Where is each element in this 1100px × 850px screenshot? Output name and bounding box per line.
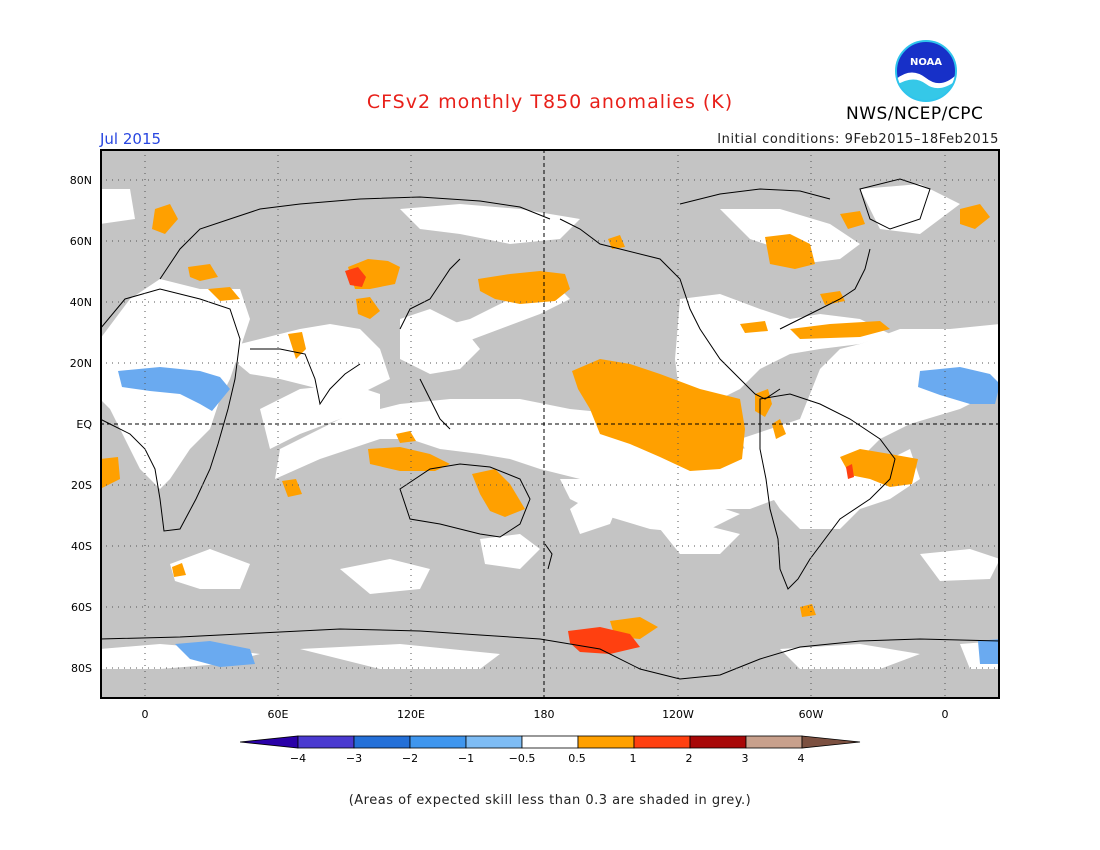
lon-label-120w: 120W bbox=[662, 708, 694, 721]
colorbar-label-0-5: 0.5 bbox=[568, 752, 586, 765]
noaa-logo-icon: NOAA bbox=[895, 40, 957, 102]
colorbar-label-minus-2: −2 bbox=[401, 752, 419, 765]
colorbar-label-4: 4 bbox=[797, 752, 805, 765]
colorbar-segment bbox=[745, 735, 803, 749]
lat-label-60n: 60N bbox=[69, 235, 92, 248]
colorbar-segment bbox=[633, 735, 691, 749]
colorbar-segment bbox=[577, 735, 635, 749]
footnote: (Areas of expected skill less than 0.3 a… bbox=[348, 793, 752, 808]
lat-label-80n: 80N bbox=[69, 174, 92, 187]
lat-label-40s: 40S bbox=[71, 540, 92, 553]
anomaly-map bbox=[100, 149, 1000, 699]
map-border bbox=[100, 149, 1000, 699]
colorbar-segment bbox=[465, 735, 523, 749]
gridlines bbox=[100, 149, 1000, 699]
logo-text: NOAA bbox=[910, 57, 942, 68]
map-title: CFSv2 monthly T850 anomalies (K) bbox=[366, 91, 734, 113]
lat-label-40n: 40N bbox=[69, 296, 92, 309]
lon-label-0-west: 0 bbox=[141, 708, 149, 721]
initial-conditions-label: Initial conditions: 9Feb2015–18Feb2015 bbox=[717, 132, 999, 147]
colorbar-label-minus-4: −4 bbox=[289, 752, 307, 765]
neutral-regions bbox=[100, 184, 1000, 669]
valid-month-label: Jul 2015 bbox=[100, 130, 162, 148]
colorbar-segment bbox=[521, 735, 579, 749]
colorbar-label-minus-1: −1 bbox=[457, 752, 475, 765]
lon-label-0-east: 0 bbox=[941, 708, 949, 721]
colorbar-arrow-low bbox=[240, 735, 299, 749]
colorbar-label-minus-3: −3 bbox=[345, 752, 363, 765]
lat-label-20s: 20S bbox=[71, 479, 92, 492]
colorbar-label-3: 3 bbox=[741, 752, 749, 765]
lon-label-120e: 120E bbox=[397, 708, 425, 721]
colorbar bbox=[240, 735, 861, 749]
colorbar-segment bbox=[689, 735, 747, 749]
colorbar-segment bbox=[409, 735, 467, 749]
lat-label-20n: 20N bbox=[69, 357, 92, 370]
negative-anomaly-regions bbox=[118, 367, 1000, 667]
colorbar-segment bbox=[297, 735, 355, 749]
lon-label-180: 180 bbox=[533, 708, 555, 721]
lat-label-80s: 80S bbox=[71, 662, 92, 675]
lat-label-eq: EQ bbox=[76, 418, 92, 431]
agency-label: NWS/NCEP/CPC bbox=[846, 104, 984, 124]
colorbar-segment bbox=[353, 735, 411, 749]
colorbar-label-minus-0-5: −0.5 bbox=[508, 752, 536, 765]
strong-positive-anomaly-regions bbox=[345, 267, 854, 654]
lat-label-60s: 60S bbox=[71, 601, 92, 614]
positive-anomaly-regions bbox=[100, 204, 990, 639]
lon-label-60e: 60E bbox=[267, 708, 289, 721]
lon-label-60w: 60W bbox=[798, 708, 824, 721]
colorbar-arrow-high bbox=[801, 735, 861, 749]
coastlines bbox=[100, 178, 1000, 680]
colorbar-label-2: 2 bbox=[685, 752, 693, 765]
colorbar-label-1: 1 bbox=[629, 752, 637, 765]
